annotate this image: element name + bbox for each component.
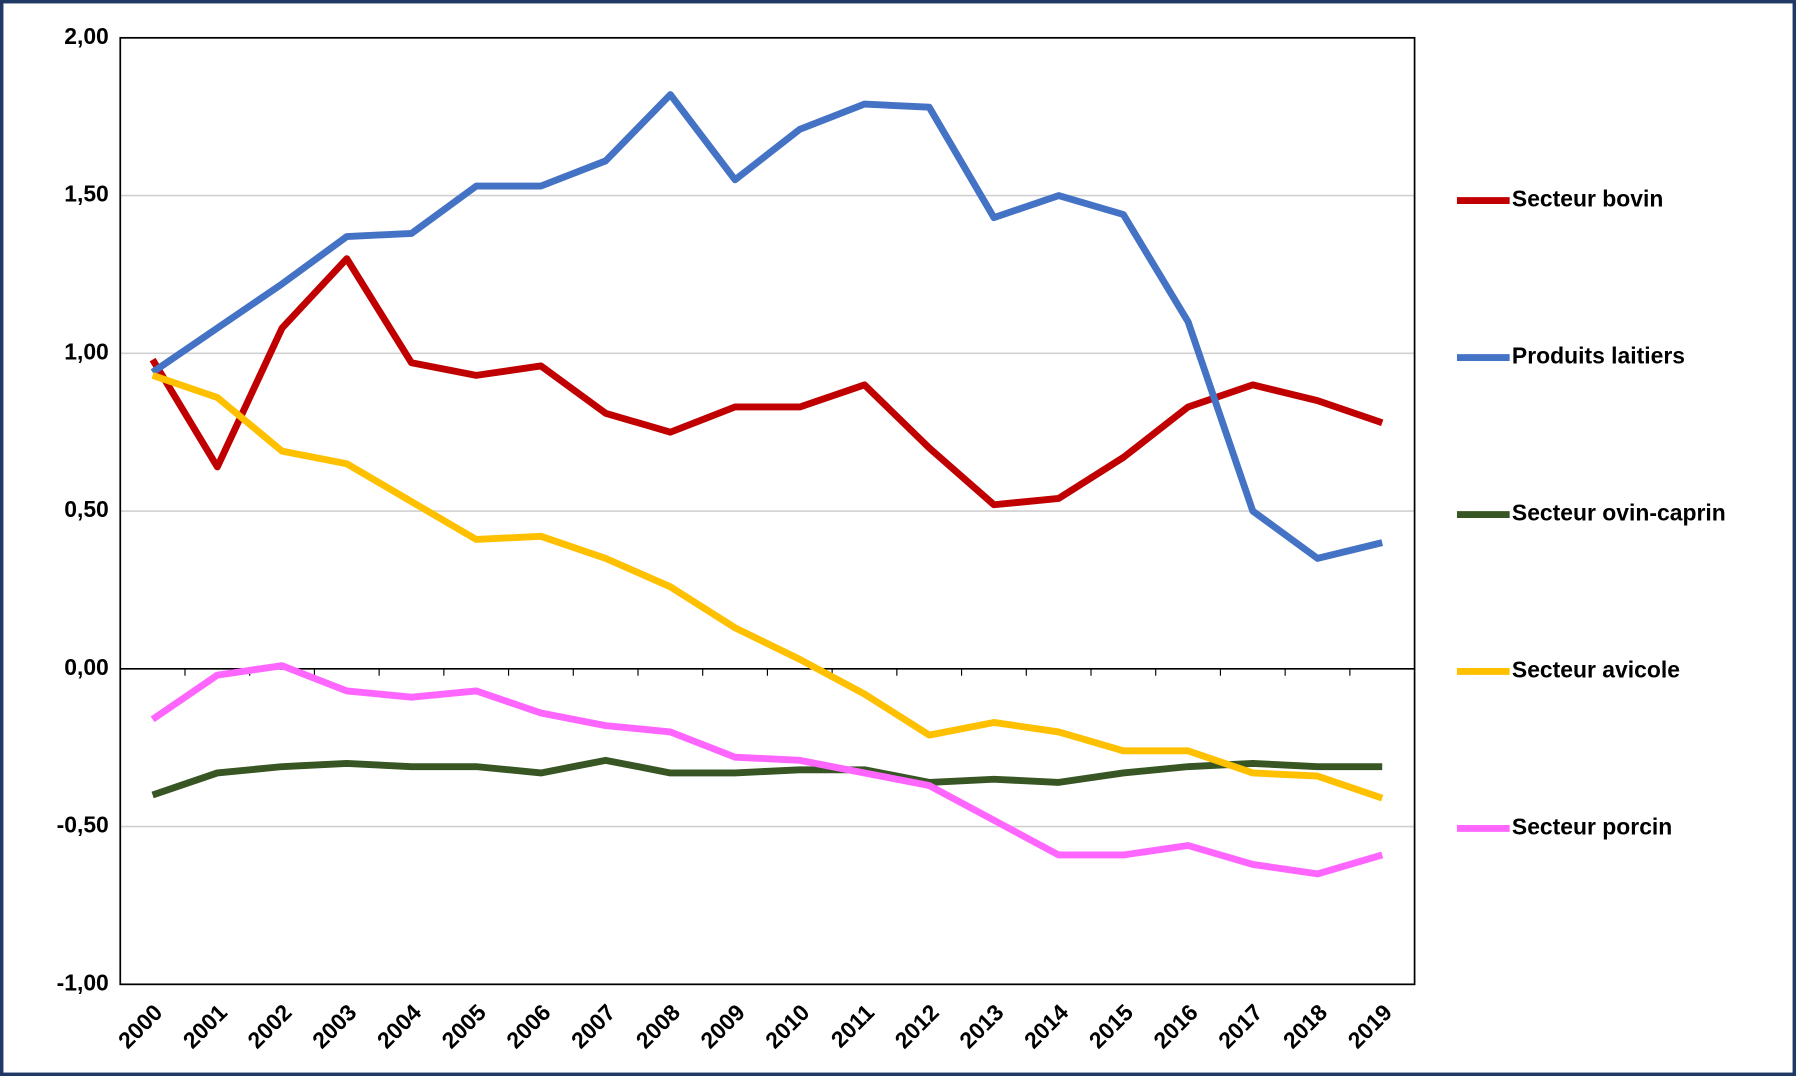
series-line	[150, 662, 1384, 878]
legend-label: Secteur ovin-caprin	[1512, 500, 1726, 526]
y-tick-label: -1,00	[57, 969, 109, 995]
y-tick-label: 2,00	[64, 23, 109, 49]
series-line	[150, 91, 1384, 562]
y-tick-label: 1,50	[64, 181, 109, 207]
series-line	[149, 255, 1384, 509]
legend-label: Produits laitiers	[1512, 343, 1685, 369]
series-line	[151, 372, 1384, 802]
y-tick-label: 0,00	[64, 654, 109, 680]
y-tick-label: -0,50	[57, 812, 109, 838]
legend-label: Secteur porcin	[1512, 814, 1672, 840]
y-tick-label: 1,00	[64, 338, 109, 364]
legend-label: Secteur bovin	[1512, 186, 1663, 212]
series-line	[151, 756, 1383, 799]
y-tick-label: 0,50	[64, 496, 109, 522]
plot-frame	[119, 36, 1416, 986]
legend-label: Secteur avicole	[1512, 657, 1680, 683]
